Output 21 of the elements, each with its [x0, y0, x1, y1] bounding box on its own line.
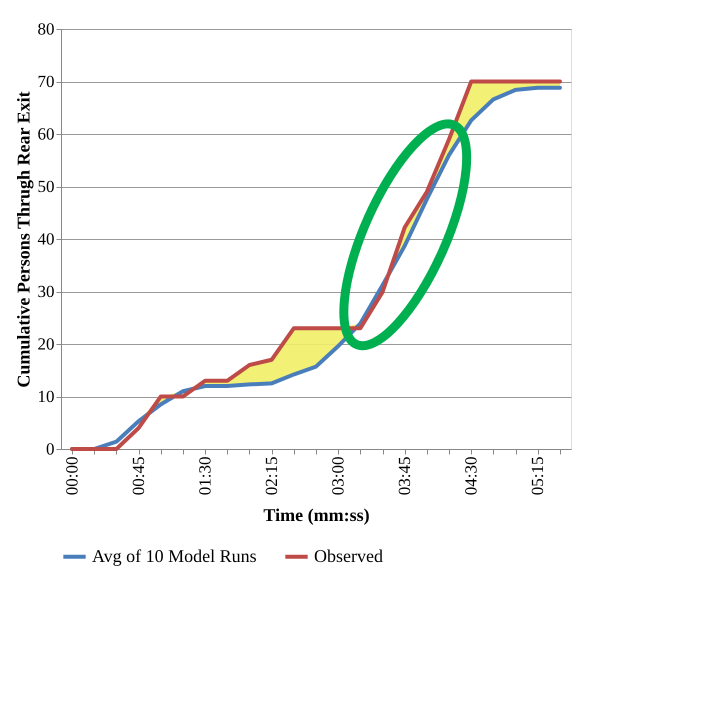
y-tick-label: 0 [46, 440, 54, 458]
x-tick-label: 03:45 [395, 456, 414, 496]
y-tick-label: 80 [38, 20, 54, 38]
y-tick-label: 40 [38, 230, 54, 248]
x-tick-label: 03:00 [328, 456, 348, 496]
y-tick-label: 30 [38, 282, 54, 301]
legend-label: Avg of 10 Model Runs [92, 546, 257, 566]
y-tick-label: 10 [38, 387, 54, 406]
x-tick-label: 02:15 [262, 456, 282, 496]
legend-label: Observed [314, 546, 383, 566]
x-tick-label: 05:15 [528, 456, 548, 496]
y-tick-label: 60 [38, 124, 54, 144]
x-tick-label: 00:45 [129, 456, 148, 496]
x-axis-title: Time (mm:ss) [263, 505, 370, 526]
y-tick-label: 20 [38, 334, 54, 354]
y-tick-label: 50 [38, 177, 54, 196]
x-tick-label: 01:30 [196, 456, 215, 496]
y-axis-title: Cumulative Persons Thrugh Rear Exit [14, 91, 34, 388]
x-tick-label: 04:30 [462, 456, 481, 496]
x-tick-label: 00:00 [62, 456, 82, 496]
y-tick-label: 70 [38, 72, 54, 91]
